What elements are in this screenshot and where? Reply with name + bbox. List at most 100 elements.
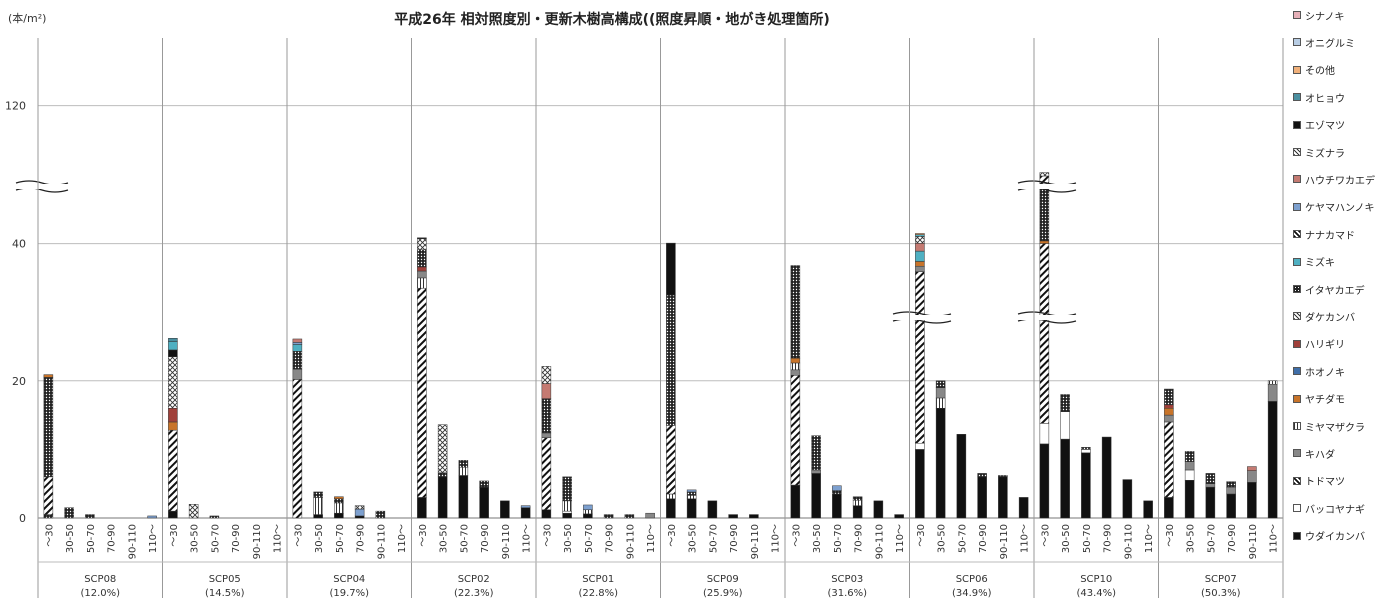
bar-segment xyxy=(852,496,863,501)
bar-segment xyxy=(1205,486,1216,519)
y-tick-label: 20 xyxy=(12,375,26,388)
legend-swatch xyxy=(1293,11,1301,19)
bar-segment xyxy=(168,338,178,342)
x-tick-label: ～30 xyxy=(44,524,55,547)
x-tick-label: 70-90 xyxy=(480,524,491,553)
bar-segment xyxy=(790,265,801,359)
bar-segment xyxy=(935,387,946,399)
x-tick-label: 110～ xyxy=(895,524,906,553)
bar-segment xyxy=(43,374,54,378)
legend-swatch xyxy=(1293,120,1301,129)
legend-swatch xyxy=(1293,148,1301,156)
bar-segment xyxy=(1205,473,1216,484)
x-tick-label: 50-70 xyxy=(708,524,719,553)
group-sublabel: (25.9%) xyxy=(703,588,743,599)
legend-swatch xyxy=(1293,504,1301,513)
legend-item: バッコヤナギ xyxy=(1293,501,1365,516)
bar-segment xyxy=(1039,423,1050,445)
bar-segment xyxy=(1164,404,1174,409)
x-tick-label: 50-70 xyxy=(210,524,221,553)
legend-item: その他 xyxy=(1293,63,1335,77)
bar-segment xyxy=(1205,483,1216,488)
x-tick-label: 70-90 xyxy=(1103,524,1114,553)
bar-segment xyxy=(998,476,1008,519)
x-tick-label: 30-50 xyxy=(190,524,201,553)
legend-swatch xyxy=(1293,531,1301,540)
group-label: SCP08 xyxy=(84,574,116,585)
legend-label: ミズキ xyxy=(1305,258,1335,270)
bar-segment xyxy=(500,500,510,519)
bar-segment xyxy=(1122,479,1133,519)
bar-segment xyxy=(666,498,676,519)
bar-segment xyxy=(624,514,635,519)
x-tick-label: ～30 xyxy=(169,524,180,547)
legend-item: キハダ xyxy=(1293,446,1335,461)
bar-segment xyxy=(1060,411,1070,440)
legend-label: オニグルミ xyxy=(1305,38,1355,50)
bar-segment xyxy=(686,491,697,496)
bar-segment xyxy=(437,424,448,473)
x-tick-label: 30-50 xyxy=(1186,524,1197,553)
bar-segment xyxy=(417,270,427,279)
legend-label: ケヤマハンノキ xyxy=(1305,203,1375,215)
bar-segment xyxy=(168,341,178,351)
x-tick-label: 50-70 xyxy=(584,524,595,553)
bar-segment xyxy=(541,437,552,511)
group-sublabel: (14.5%) xyxy=(205,588,245,599)
x-tick-label: 90-110 xyxy=(1248,524,1259,559)
bar-segment xyxy=(292,379,303,519)
bar-segment xyxy=(915,250,925,262)
legend-item: ミズナラ xyxy=(1293,145,1345,160)
bar-segment xyxy=(292,344,303,352)
bar-segment xyxy=(458,475,469,519)
bar-segment xyxy=(1184,451,1195,462)
bar-segment xyxy=(1184,461,1195,471)
group-sublabel: (22.8%) xyxy=(578,588,618,599)
group-label: SCP01 xyxy=(582,574,614,585)
bar-segment xyxy=(334,512,344,519)
legend-label: キハダ xyxy=(1305,449,1335,461)
group-sublabel: (50.3%) xyxy=(1201,588,1241,599)
x-tick-label: ～30 xyxy=(791,524,802,547)
legend-item: ミズキ xyxy=(1293,255,1335,269)
legend-label: バッコヤナギ xyxy=(1305,504,1365,516)
x-tick-label: 30-50 xyxy=(688,524,699,553)
bar-segment xyxy=(645,512,655,519)
bar-segment xyxy=(1247,466,1257,471)
x-tick-label: 70-90 xyxy=(854,524,865,553)
x-tick-label: 110～ xyxy=(646,524,657,553)
bar-segment xyxy=(1164,407,1174,416)
legend-item: エゾマツ xyxy=(1293,118,1345,132)
bar-segment xyxy=(520,507,531,519)
legend-item: ハウチワカエデ xyxy=(1293,172,1375,187)
legend-label: ウダイカンバ xyxy=(1305,532,1365,544)
bar-segment xyxy=(707,500,718,519)
bar-stacks xyxy=(43,172,1278,519)
x-tick-label: 90-110 xyxy=(1123,524,1134,559)
bar-segment xyxy=(168,421,178,431)
bar-segment xyxy=(915,271,925,444)
bar-segment xyxy=(188,504,199,519)
x-tick-label: 90-110 xyxy=(127,524,138,559)
bar-segment xyxy=(1039,183,1050,242)
group-label: SCP09 xyxy=(707,574,739,585)
bar-segment xyxy=(935,407,946,519)
bar-segment xyxy=(417,277,427,289)
legend-swatch xyxy=(1293,257,1301,266)
bar-segment xyxy=(686,498,697,519)
bar-segment xyxy=(790,369,801,376)
bar-segment xyxy=(935,380,946,388)
legend-label: ヤチダモ xyxy=(1305,395,1345,407)
group-sublabel: (31.6%) xyxy=(827,588,867,599)
x-tick-label: 70-90 xyxy=(605,524,616,553)
legend-label: その他 xyxy=(1305,66,1335,78)
x-tick-label: 50-70 xyxy=(459,524,470,553)
legend-swatch xyxy=(1293,93,1301,102)
bar-segment xyxy=(43,377,54,478)
x-tick-label: ～30 xyxy=(916,524,927,547)
bar-segment xyxy=(686,495,697,500)
bar-segment xyxy=(935,397,946,409)
x-tick-label: 90-110 xyxy=(874,524,885,559)
legend-item: オヒョウ xyxy=(1293,90,1345,105)
